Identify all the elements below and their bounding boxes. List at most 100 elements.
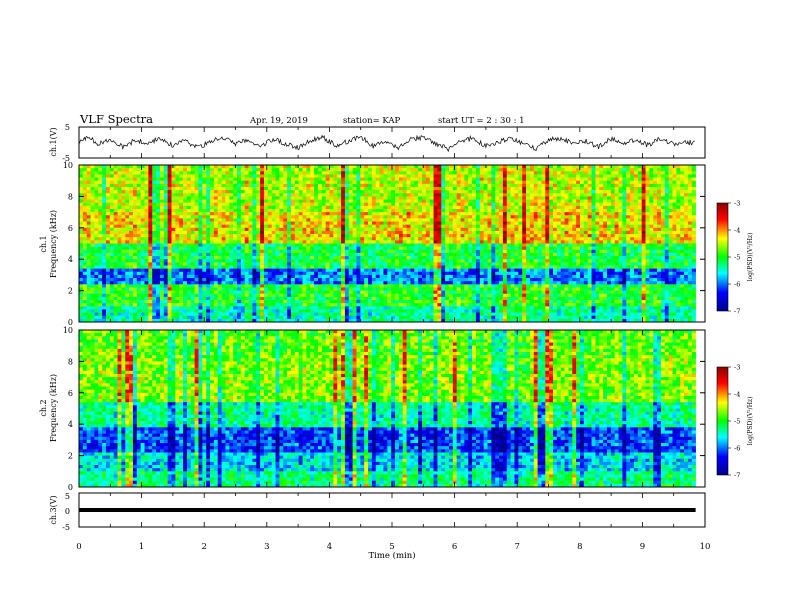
spectrogram-cell [637, 224, 642, 229]
spectrogram-cell [483, 174, 488, 178]
spectrogram-cell [221, 177, 226, 181]
spectrogram-cell [317, 205, 323, 210]
spectrogram-cell [163, 234, 168, 238]
spectrogram-cell [468, 208, 473, 213]
spectrogram-cell [256, 165, 261, 169]
spectrogram-cell [256, 196, 261, 200]
spectrogram-cell [344, 177, 350, 181]
spectrogram-cell [183, 256, 188, 260]
spectrogram-cell [159, 237, 165, 241]
spectrogram-cell [460, 183, 465, 188]
spectrogram-cell [387, 208, 392, 213]
spectrogram-cell [572, 193, 577, 197]
spectrogram-cell [290, 243, 296, 247]
spectrogram-cell [499, 196, 504, 200]
spectrogram-cell [302, 174, 307, 178]
spectrogram-cell [433, 224, 438, 229]
spectrogram-cell [117, 221, 122, 225]
spectrogram-cell [325, 249, 330, 254]
spectrogram-cell [626, 259, 631, 263]
spectrogram-cell [186, 218, 192, 222]
spectrogram-cell [456, 208, 461, 213]
spectrogram-cell [687, 202, 693, 207]
spectrogram-cell [233, 215, 238, 219]
spectrogram-cell [306, 190, 311, 194]
spectrogram-cell [82, 202, 87, 207]
spectrogram-cell [379, 237, 384, 241]
spectrogram-cell [337, 199, 342, 203]
spectrogram-cell [198, 240, 203, 244]
spectrogram-cell [310, 171, 315, 175]
spectrogram-cell [657, 183, 662, 188]
spectrogram-cell [341, 252, 346, 257]
spectrogram-cell [433, 256, 438, 260]
spectrogram-cell [221, 224, 226, 229]
spectrogram-cell [325, 177, 330, 181]
spectrogram-cell [368, 171, 373, 175]
spectrogram-cell [333, 237, 338, 241]
spectrogram-cell [98, 193, 103, 197]
spectrogram-cell [163, 171, 168, 175]
spectrogram-cell [553, 208, 558, 213]
spectrogram-cell [387, 246, 392, 251]
spectrogram-cell [225, 249, 230, 254]
spectrogram-cell [626, 224, 631, 229]
spectrogram-cell [256, 224, 261, 229]
spectrogram-cell [368, 212, 373, 216]
spectrogram-cell [680, 249, 685, 254]
spectrogram-cell [583, 196, 588, 200]
spectrogram-cell [664, 171, 669, 175]
spectrogram-cell [653, 177, 658, 181]
spectrogram-cell [368, 224, 373, 229]
spectrogram-cell [587, 256, 592, 260]
spectrogram-cell [371, 193, 377, 197]
spectrogram-cell [105, 186, 111, 191]
spectrogram-cell [441, 190, 446, 194]
spectrogram-cell [132, 227, 138, 232]
spectrogram-cell [275, 215, 280, 219]
spectrogram-cell [252, 240, 257, 244]
spectrogram-cell [325, 221, 330, 225]
spectrogram-cell [564, 215, 569, 219]
spectrogram-cell [637, 218, 642, 222]
spectrogram-cell [198, 183, 203, 188]
spectrogram-cell [452, 246, 457, 251]
spectrogram-cell [472, 256, 477, 260]
spectrogram-cell [591, 205, 596, 210]
spectrogram-cell [684, 196, 689, 200]
spectrogram-cell [583, 174, 588, 178]
spectrogram-cell [121, 193, 126, 197]
spectrogram-cell [406, 171, 411, 175]
spectrogram-cell [325, 208, 330, 213]
spectrogram-cell [194, 234, 199, 238]
spectrogram-cell [98, 234, 103, 238]
spectrogram-cell [622, 199, 627, 203]
spectrogram-cell [560, 246, 565, 251]
spectrogram-cell [148, 168, 153, 172]
spectrogram-cell [514, 193, 519, 197]
spectrogram-cell [633, 196, 639, 200]
spectrogram-cell [587, 168, 592, 172]
spectrogram-cell [502, 218, 508, 222]
spectrogram-cell [341, 212, 346, 216]
spectrogram-cell [626, 196, 631, 200]
spectrogram-cell [526, 215, 531, 219]
spectrogram-cell [86, 218, 91, 222]
spectrogram-cell [441, 240, 446, 244]
spectrogram-cell [252, 183, 257, 188]
spectrogram-cell [156, 259, 161, 263]
spectrogram-cell [260, 174, 265, 178]
spectrogram-cell [545, 193, 550, 197]
spectrogram-cell [163, 202, 168, 207]
spectrogram-cell [167, 196, 172, 200]
spectrogram-cell [418, 252, 423, 257]
spectrogram-cell [460, 193, 465, 197]
ch1-waveform-ticks [78, 127, 706, 158]
spectrogram-cell [314, 171, 319, 175]
spectrogram-cell [518, 249, 523, 254]
spectrogram-cell [660, 165, 666, 169]
spectrogram-cell [664, 212, 669, 216]
spectrogram-cell [479, 256, 484, 260]
spectrogram-cell [98, 183, 103, 188]
spectrogram-cell [533, 190, 538, 194]
